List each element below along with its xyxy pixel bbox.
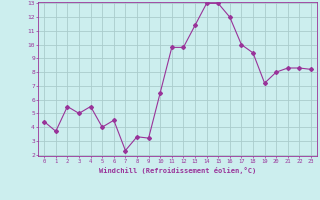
X-axis label: Windchill (Refroidissement éolien,°C): Windchill (Refroidissement éolien,°C) (99, 167, 256, 174)
